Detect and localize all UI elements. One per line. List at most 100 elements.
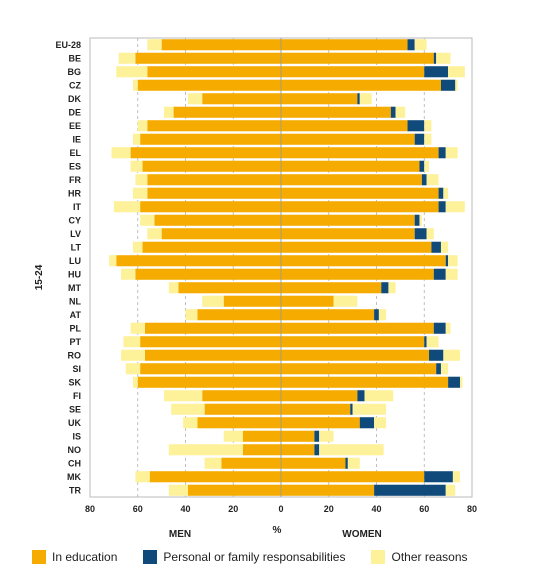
- bar-men-NL: [202, 295, 224, 307]
- bar-women-IS: [319, 430, 334, 442]
- legend-swatch-education: [32, 550, 46, 564]
- legend-label-family: Personal or family responsabilities: [163, 550, 346, 564]
- bar-men-NO: [168, 444, 243, 456]
- bar-women-PL: [433, 322, 446, 334]
- bar-men-SK: [137, 376, 281, 388]
- bar-women-CY: [419, 214, 422, 226]
- bar-men-LT: [142, 241, 281, 253]
- bar-men-EL: [111, 147, 131, 159]
- bar-women-LU: [448, 255, 458, 267]
- x-tick-label: 60: [133, 504, 143, 514]
- legend-item-other: Other reasons: [371, 550, 468, 564]
- bar-women-MK: [452, 471, 461, 483]
- bar-women-DK: [281, 93, 358, 105]
- bar-women-RO: [443, 349, 461, 361]
- category-label: HR: [68, 188, 81, 198]
- bar-women-PT: [281, 336, 425, 348]
- bar-women-MK: [281, 471, 425, 483]
- bar-women-HU: [281, 268, 434, 280]
- y-group-label: 15-24: [34, 264, 45, 290]
- category-label: RO: [68, 350, 82, 360]
- category-label: SK: [68, 377, 81, 387]
- bar-women-LU: [445, 255, 449, 267]
- bar-women-EL: [281, 147, 439, 159]
- bar-men-UK: [183, 417, 198, 429]
- bar-women-RO: [281, 349, 430, 361]
- bar-men-SE: [204, 403, 281, 415]
- bar-women-DE: [390, 106, 396, 118]
- bar-women-NO: [281, 444, 315, 456]
- bar-women-LV: [414, 228, 427, 240]
- bar-women-SK: [460, 376, 463, 388]
- bar-women-BG: [424, 66, 449, 78]
- bar-men-TR: [168, 484, 188, 496]
- bar-women-FR: [421, 174, 427, 186]
- bar-women-LU: [281, 255, 446, 267]
- bar-women-UK: [359, 417, 375, 429]
- bar-men-EL: [130, 147, 281, 159]
- bar-men-UK: [197, 417, 281, 429]
- bar-women-BG: [448, 66, 465, 78]
- x-tick-label: 20: [228, 504, 238, 514]
- bar-women-UK: [374, 417, 387, 429]
- category-label: PT: [69, 337, 81, 347]
- x-tick-label: 0: [278, 504, 283, 514]
- category-label: MT: [68, 283, 81, 293]
- bar-women-HU: [433, 268, 446, 280]
- bar-women-TR: [374, 484, 446, 496]
- category-label: CZ: [69, 80, 81, 90]
- bar-women-NO: [319, 444, 384, 456]
- bar-women-CZ: [281, 79, 441, 91]
- bar-women-EL: [445, 147, 458, 159]
- bar-women-CY: [281, 214, 415, 226]
- bar-men-CH: [204, 457, 222, 469]
- bar-women-FI: [281, 390, 358, 402]
- category-label: TR: [69, 485, 81, 495]
- bar-women-BE: [281, 52, 434, 64]
- bar-men-PL: [130, 322, 145, 334]
- bar-women-HR: [438, 187, 444, 199]
- category-label: IE: [72, 134, 81, 144]
- category-label: LV: [70, 229, 81, 239]
- bar-men-NL: [223, 295, 281, 307]
- bar-men-ES: [130, 160, 143, 172]
- category-label: EE: [69, 121, 81, 131]
- bar-women-PT: [426, 336, 439, 348]
- bar-men-HR: [147, 187, 281, 199]
- category-label: IT: [73, 202, 82, 212]
- bar-men-ES: [142, 160, 281, 172]
- bar-men-DK: [187, 93, 203, 105]
- bar-women-CY: [414, 214, 420, 226]
- category-label: SE: [69, 404, 81, 414]
- bar-men-SK: [132, 376, 138, 388]
- bar-men-DE: [173, 106, 281, 118]
- bar-women-RO: [429, 349, 444, 361]
- bar-women-DK: [357, 93, 360, 105]
- x-tick-label: 80: [467, 504, 477, 514]
- bar-women-PL: [281, 322, 434, 334]
- legend-label-other: Other reasons: [391, 550, 468, 564]
- category-label: EL: [69, 148, 81, 158]
- bar-women-HR: [443, 187, 449, 199]
- bar-men-LU: [116, 255, 281, 267]
- bar-men-SI: [140, 363, 281, 375]
- bar-men-PL: [144, 322, 281, 334]
- bar-women-AT: [281, 309, 375, 321]
- bar-men-DK: [202, 93, 281, 105]
- category-label: CY: [68, 215, 81, 225]
- legend-item-education: In education: [32, 550, 117, 564]
- bar-women-SK: [281, 376, 449, 388]
- category-label: DE: [68, 107, 81, 117]
- bar-men-AT: [185, 309, 198, 321]
- bar-men-DE: [164, 106, 174, 118]
- bar-men-CH: [221, 457, 281, 469]
- x-axis-label: %: [273, 525, 282, 536]
- bar-women-PT: [424, 336, 427, 348]
- bar-women-ES: [419, 160, 425, 172]
- bar-men-IS: [223, 430, 243, 442]
- bar-men-MT: [168, 282, 179, 294]
- bar-women-IS: [314, 430, 320, 442]
- bar-men-MT: [178, 282, 281, 294]
- bar-women-LT: [281, 241, 432, 253]
